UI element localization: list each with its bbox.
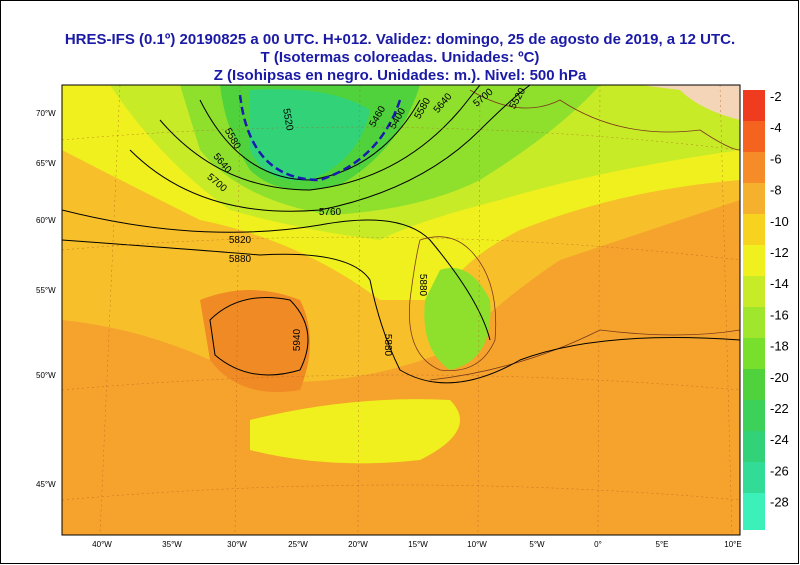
header-line: HRES-IFS (0.1º) 20190825 a 00 UTC. H+012… <box>65 31 735 48</box>
map-border <box>61 84 741 536</box>
longitude-label: 5°E <box>656 540 669 549</box>
longitude-label: 35°W <box>162 540 182 549</box>
contour-label: 5820 <box>229 235 252 246</box>
header-line: T (Isotermas coloreadas. Unidades: ºC) <box>261 49 540 66</box>
contour-label: 5940 <box>292 328 303 351</box>
map <box>62 85 740 535</box>
colorbar-label: -28 <box>770 495 789 510</box>
colorbar-label: -4 <box>770 120 782 135</box>
colorbar <box>743 90 765 530</box>
colorbar-label: -26 <box>770 463 789 478</box>
latitude-label: 45°W <box>36 480 56 489</box>
contour-label: 5880 <box>382 334 393 357</box>
longitude-label: 40°W <box>92 540 112 549</box>
longitude-label: 0° <box>594 540 602 549</box>
colorbar-label: -24 <box>770 432 789 447</box>
longitude-label: 5°W <box>529 540 545 549</box>
longitude-label: 10°E <box>724 540 741 549</box>
longitude-label: 25°W <box>288 540 308 549</box>
latitude-label: 50°W <box>36 371 56 380</box>
colorbar-label: -10 <box>770 214 789 229</box>
colorbar-label: -18 <box>770 339 789 354</box>
latitude-label: 70°W <box>36 109 56 118</box>
longitude-label: 15°W <box>408 540 428 549</box>
contour-label: 5520 <box>280 108 295 132</box>
colorbar-label: -12 <box>770 245 789 260</box>
colorbar-label: -20 <box>770 370 789 385</box>
longitude-label: 30°W <box>227 540 247 549</box>
longitude-label: 20°W <box>348 540 368 549</box>
longitude-label: 10°W <box>467 540 487 549</box>
colorbar-label: -22 <box>770 401 789 416</box>
header-line: Z (Isohipsas en negro. Unidades: m.). Ni… <box>214 67 587 84</box>
latitude-label: 55°W <box>36 286 56 295</box>
colorbar-label: -6 <box>770 151 782 166</box>
colorbar-label: -16 <box>770 307 789 322</box>
colorbar-label: -14 <box>770 276 789 291</box>
contour-label: 5880 <box>417 274 428 297</box>
latitude-label: 65°W <box>36 159 56 168</box>
latitude-label: 60°W <box>36 216 56 225</box>
contour-label: 5880 <box>229 254 252 265</box>
contour-label: 5760 <box>319 207 342 218</box>
colorbar-label: -2 <box>770 89 782 104</box>
colorbar-label: -8 <box>770 183 782 198</box>
